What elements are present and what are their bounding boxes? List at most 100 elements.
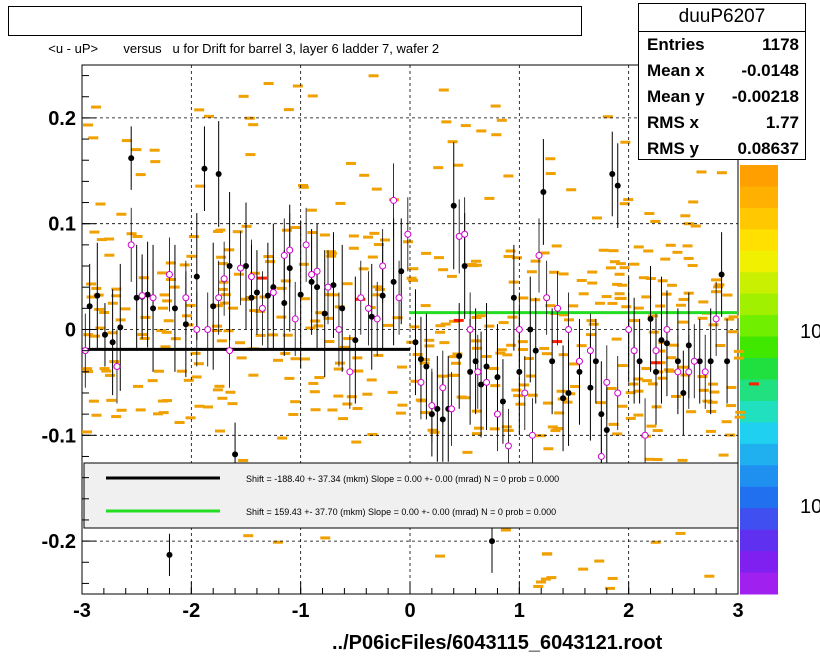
histogram-cell [706, 409, 717, 413]
histogram-cell [517, 348, 528, 352]
histogram-cell [362, 392, 373, 396]
histogram-cell [441, 120, 452, 124]
histogram-cell [215, 429, 226, 433]
data-point-open [515, 326, 523, 333]
histogram-cell [721, 420, 732, 424]
histogram-cell [346, 395, 357, 399]
histogram-cell [240, 297, 251, 301]
data-point-open [404, 230, 412, 238]
histogram-cell [658, 341, 669, 345]
histogram-cell [313, 324, 324, 328]
data-point-open [535, 251, 543, 259]
histogram-cell [606, 386, 617, 390]
histogram-cell [500, 528, 511, 532]
legend-label: Shift = 159.43 +- 37.70 (mkm) Slope = 0.… [246, 507, 556, 517]
histogram-cell [648, 330, 659, 334]
histogram-cell [708, 382, 719, 386]
histogram-cell [651, 405, 662, 409]
stat-entries: Entries 1178 [639, 32, 805, 58]
histogram-cell [194, 108, 205, 112]
histogram-cell [438, 88, 449, 92]
histogram-cell [594, 301, 605, 305]
histogram-cell [116, 408, 127, 412]
histogram-cell [158, 411, 169, 415]
histogram-cell [707, 400, 718, 404]
histogram-cell [728, 330, 739, 334]
colorbar-label: 10 [800, 321, 820, 343]
histogram-cell [648, 382, 659, 386]
histogram-cell [471, 315, 482, 319]
data-point-open [641, 431, 649, 439]
histogram-cell [89, 230, 100, 234]
data-point-open [483, 378, 491, 386]
stat-value: -0.0148 [741, 61, 799, 80]
histogram-cell [549, 270, 560, 274]
data-point-open [597, 452, 605, 460]
data-point-open [630, 347, 638, 355]
data-point-open [575, 357, 583, 365]
histogram-cell [665, 243, 676, 247]
data-point [680, 389, 687, 396]
histogram-cell [138, 276, 149, 280]
histogram-cell [466, 263, 477, 267]
x-tick-label: -3 [73, 600, 91, 622]
histogram-cell [216, 255, 227, 259]
histogram-cell [409, 325, 420, 329]
histogram-cell-peak [748, 382, 759, 386]
data-point [592, 358, 599, 365]
histogram-cell [248, 123, 259, 127]
histogram-cell [447, 140, 458, 144]
footer-filename: ../P06icFiles/6043115_6043121.root [332, 632, 663, 654]
data-point-open [395, 294, 403, 302]
histogram-cell [90, 334, 101, 338]
histogram-cell [282, 333, 293, 337]
histogram-cell [214, 384, 225, 388]
histogram-cell [288, 412, 299, 416]
data-point [478, 381, 485, 388]
histogram-cell [545, 157, 556, 161]
data-point [264, 292, 271, 299]
histogram-cell [382, 323, 393, 327]
histogram-cell [490, 384, 501, 388]
histogram-cell [395, 411, 406, 415]
histogram-cell [157, 399, 168, 403]
histogram-cell [104, 237, 115, 241]
histogram-cell [547, 425, 558, 429]
histogram-cell [517, 340, 528, 344]
histogram-cell [215, 228, 226, 232]
histogram-cell [471, 339, 482, 343]
histogram-cell [438, 268, 449, 272]
histogram-cell [342, 282, 353, 286]
histogram-cell [726, 404, 737, 408]
histogram-cell [91, 286, 102, 290]
data-point [614, 182, 621, 189]
histogram-cell [641, 379, 652, 383]
histogram-cell [696, 170, 707, 174]
histogram-cell [650, 540, 661, 544]
data-point-open [127, 241, 135, 249]
histogram-cell [726, 385, 737, 389]
histogram-cell [605, 266, 616, 270]
data-point [101, 331, 108, 338]
histogram-cell [562, 400, 573, 404]
histogram-cell [666, 283, 677, 287]
histogram-cell [724, 317, 735, 321]
histogram-cell [435, 324, 446, 328]
histogram-cell [342, 402, 353, 406]
histogram-cell [633, 377, 644, 381]
data-point-open [521, 389, 529, 397]
data-point-open [652, 347, 660, 355]
data-point [603, 427, 610, 434]
histogram-cell [345, 161, 356, 165]
histogram-cell [343, 337, 354, 341]
histogram-cell [397, 403, 408, 407]
histogram-cell [298, 262, 309, 266]
data-point [226, 263, 233, 270]
histogram-cell [543, 447, 554, 451]
data-points [81, 121, 731, 577]
histogram-cell [526, 270, 537, 274]
histogram-cell [406, 276, 417, 280]
histogram-cell [277, 436, 288, 440]
histogram-cell [677, 458, 688, 462]
histogram-cell [545, 304, 556, 308]
